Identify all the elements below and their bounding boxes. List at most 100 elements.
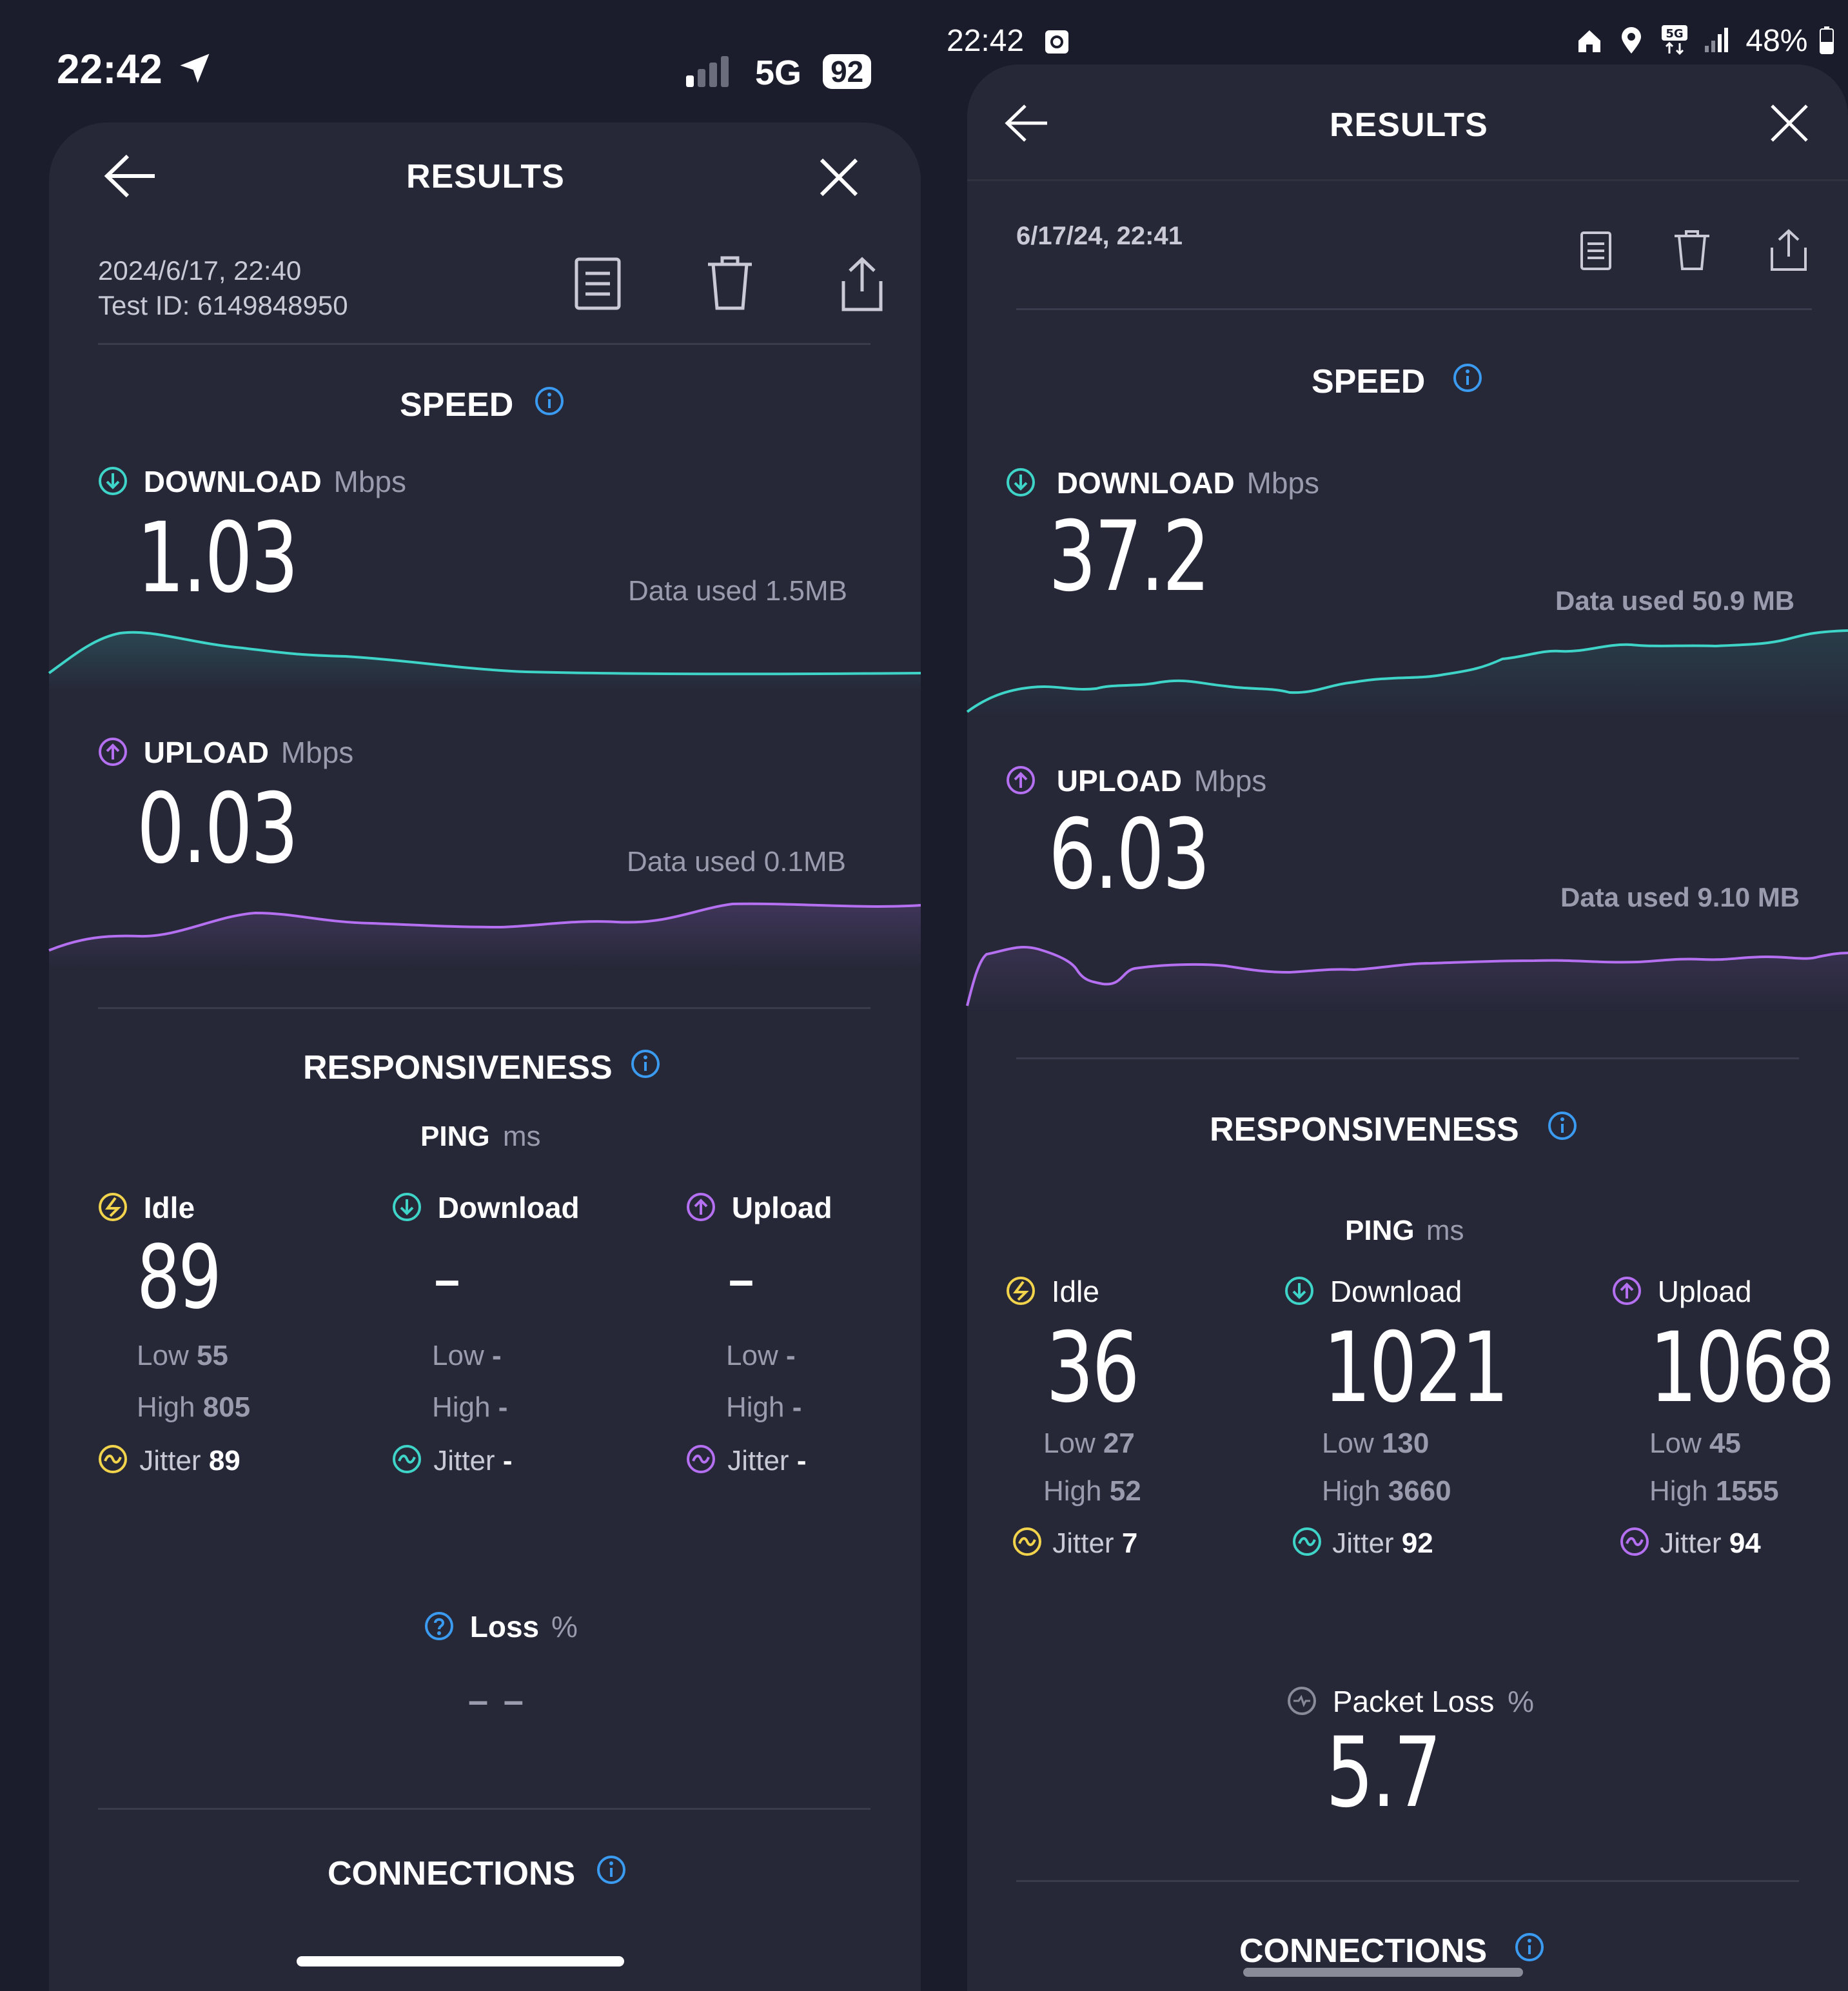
left-home-indicator[interactable]	[297, 1956, 624, 1966]
upload-icon	[99, 738, 127, 766]
info-icon[interactable]	[1515, 1932, 1544, 1962]
right-ping-upload-label-row: Upload	[1612, 1274, 1752, 1309]
5g-network-icon: 5G	[1661, 25, 1687, 55]
close-icon[interactable]	[1769, 103, 1809, 143]
left-connections-heading: CONNECTIONS	[328, 1854, 626, 1893]
right-idle-jitter: Jitter 7	[1012, 1527, 1137, 1560]
back-arrow-icon[interactable]	[103, 153, 156, 199]
low-label: Low	[1649, 1427, 1702, 1459]
jitter-icon	[1013, 1527, 1041, 1556]
left-ping-download-value: –	[433, 1237, 461, 1319]
right-header-divider	[967, 179, 1848, 181]
left-status-time: 22:42	[57, 45, 212, 93]
jitter-value: 92	[1401, 1527, 1433, 1559]
low-label: Low	[1322, 1427, 1374, 1459]
right-idle-low: Low 27	[1043, 1427, 1135, 1460]
info-icon[interactable]	[535, 386, 564, 416]
battery-badge: 92	[823, 54, 872, 89]
low-value: 27	[1103, 1427, 1135, 1459]
location-arrow-icon	[180, 54, 210, 83]
right-status-right: 5G 48%	[1576, 23, 1834, 59]
trash-icon[interactable]	[1673, 230, 1711, 271]
right-page-title: RESULTS	[1330, 106, 1488, 144]
right-ping-download-label-row: Download	[1284, 1274, 1462, 1309]
high-value: 3660	[1388, 1475, 1451, 1507]
left-meta-divider	[98, 343, 870, 345]
trash-icon[interactable]	[705, 255, 754, 311]
right-responsiveness-title: RESPONSIVENESS	[1210, 1111, 1519, 1148]
low-label: Low	[726, 1340, 778, 1371]
high-label: High	[1043, 1475, 1102, 1507]
left-idle-low: Low 55	[137, 1340, 228, 1372]
low-label: Low	[432, 1340, 484, 1371]
network-type: 5G	[755, 54, 802, 92]
left-test-date: 2024/6/17, 22:40	[98, 255, 302, 286]
left-ping-download-label: Download	[437, 1191, 580, 1224]
right-upload-label: UPLOAD	[1056, 764, 1183, 798]
back-arrow-icon[interactable]	[1003, 103, 1048, 143]
right-upload-label-row: UPLOAD Mbps	[1006, 763, 1266, 798]
close-icon[interactable]	[819, 157, 859, 197]
right-ping-download-value: 1021	[1323, 1312, 1509, 1424]
jitter-label: Jitter	[727, 1445, 789, 1476]
left-time-text: 22:42	[57, 46, 162, 92]
right-ping-upload-label: Upload	[1657, 1275, 1752, 1308]
jitter-icon	[1620, 1527, 1649, 1556]
idle-icon	[99, 1193, 127, 1221]
document-icon[interactable]	[574, 257, 622, 311]
high-label: High	[432, 1391, 491, 1423]
left-connections-title: CONNECTIONS	[328, 1855, 576, 1892]
question-icon[interactable]	[424, 1611, 454, 1641]
jitter-icon	[99, 1445, 127, 1473]
right-download-value: 37.2	[1048, 501, 1210, 613]
left-responsiveness-heading: RESPONSIVENESS	[303, 1048, 660, 1087]
left-download-data-used: Data used 1.5MB	[628, 575, 847, 607]
high-value: 805	[202, 1391, 251, 1423]
right-meta-divider	[1016, 308, 1812, 310]
document-icon[interactable]	[1580, 231, 1612, 271]
right-download-label: DOWNLOAD	[1056, 466, 1235, 500]
left-speed-title: SPEED	[400, 386, 514, 424]
left-ping-upload-label-row: Upload	[686, 1190, 832, 1225]
right-battery-text: 48%	[1745, 24, 1808, 58]
right-speed-title: SPEED	[1312, 363, 1426, 400]
right-speed-heading: SPEED	[1312, 362, 1482, 401]
jitter-value: 89	[208, 1445, 241, 1476]
left-test-id: Test ID: 6149848950	[98, 290, 348, 320]
jitter-label: Jitter	[139, 1445, 201, 1476]
left-loss-heading: Loss %	[424, 1609, 578, 1644]
jitter-value: 7	[1121, 1527, 1138, 1559]
share-icon[interactable]	[1769, 228, 1808, 272]
left-idle-label-row: Idle	[98, 1190, 195, 1225]
signal-bars-icon	[1705, 28, 1729, 52]
high-value: -	[498, 1391, 508, 1423]
right-connections-title: CONNECTIONS	[1239, 1932, 1488, 1970]
upload-icon	[1613, 1277, 1641, 1305]
right-time-text: 22:42	[947, 24, 1025, 58]
left-ping-unit: ms	[502, 1121, 541, 1152]
battery-level: 92	[831, 55, 864, 88]
right-loss-unit: %	[1508, 1685, 1535, 1718]
right-ping-label: PING	[1345, 1215, 1415, 1246]
info-icon[interactable]	[596, 1855, 626, 1885]
share-icon[interactable]	[840, 255, 885, 312]
left-ping-download-label-row: Download	[392, 1190, 580, 1225]
info-icon[interactable]	[631, 1049, 660, 1079]
low-value: 130	[1381, 1427, 1430, 1459]
right-ping-download-low: Low 130	[1322, 1427, 1429, 1460]
right-test-date: 6/17/24, 22:41	[1016, 222, 1183, 250]
left-ping-download-jitter: Jitter -	[392, 1444, 512, 1477]
right-download-label-row: DOWNLOAD Mbps	[1006, 466, 1319, 500]
right-idle-label: Idle	[1051, 1275, 1099, 1308]
left-ping-upload-high: High -	[726, 1391, 801, 1424]
left-upload-graph	[48, 902, 921, 967]
left-download-value: 1.03	[137, 502, 299, 614]
location-pin-icon	[1622, 27, 1642, 54]
info-icon[interactable]	[1548, 1111, 1577, 1141]
right-ping-upload-low: Low 45	[1649, 1427, 1741, 1460]
right-navigation-handle[interactable]	[1243, 1968, 1523, 1977]
right-idle-label-row: Idle	[1006, 1274, 1099, 1309]
right-upload-graph	[966, 946, 1848, 1012]
right-ping-download-high: High 3660	[1322, 1475, 1451, 1507]
info-icon[interactable]	[1453, 363, 1482, 393]
